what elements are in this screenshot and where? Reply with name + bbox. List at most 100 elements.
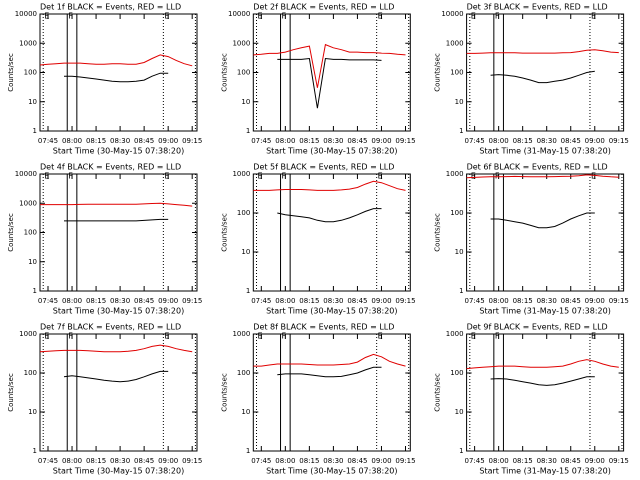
x-tick-label: 07:45: [251, 457, 271, 465]
panel: Det 9f BLACK = Events, RED = LLD Start Ti…: [434, 323, 629, 476]
x-tick-label: 09:15: [395, 297, 415, 305]
y-axis-label: Counts/sec: [7, 213, 15, 252]
y-tick-label: 1000: [232, 39, 250, 47]
y-tick-label: 1000: [446, 39, 464, 47]
event-label: E: [378, 12, 383, 21]
x-tick-label: 08:00: [489, 297, 509, 305]
event-label: E: [44, 12, 49, 21]
x-tick-label: 07:45: [465, 457, 485, 465]
x-tick-label: 08:15: [299, 457, 319, 465]
x-axis-label: Start Time (30-May-15 07:38:20): [266, 467, 397, 476]
y-tick-label: 1: [459, 447, 463, 455]
series-line: [40, 202, 193, 207]
x-axis-label: Start Time (31-May-15 07:38:20): [479, 147, 610, 156]
chart-title: Det 3f BLACK = Events, RED = LLD: [467, 3, 608, 12]
chart-title: Det 4f BLACK = Events, RED = LLD: [40, 163, 181, 172]
panel: Det 8f BLACK = Events, RED = LLD Start Ti…: [220, 323, 415, 476]
y-tick-label: 1000: [446, 330, 464, 338]
y-tick-label: 100: [450, 69, 463, 77]
y-tick-label: 10: [241, 248, 250, 256]
series-line: [253, 43, 406, 88]
y-tick-label: 100: [237, 69, 250, 77]
series-line: [490, 212, 595, 229]
x-tick-label: 08:30: [323, 137, 343, 145]
y-tick-label: 100: [24, 69, 37, 77]
x-tick-label: 08:15: [513, 137, 533, 145]
x-tick-label: 08:30: [323, 457, 343, 465]
event-label: F: [495, 172, 500, 181]
x-tick-label: 09:15: [609, 457, 629, 465]
y-tick-label: 10000: [228, 10, 250, 18]
y-tick-label: 100: [24, 369, 37, 377]
event-label: E: [164, 172, 169, 181]
y-tick-label: 10: [455, 248, 464, 256]
y-tick-label: 100: [24, 229, 37, 237]
x-axis-label: Start Time (30-May-15 07:38:20): [266, 147, 397, 156]
y-tick-label: 1: [246, 447, 250, 455]
x-tick-label: 07:45: [251, 297, 271, 305]
series-line: [466, 174, 619, 179]
panel: Det 1f BLACK = Events, RED = LLD Start Ti…: [7, 3, 202, 156]
x-tick-label: 08:00: [489, 457, 509, 465]
x-axis-label: Start Time (31-May-15 07:38:20): [479, 307, 610, 316]
plot-frame: [252, 13, 411, 132]
event-label: F: [495, 12, 500, 21]
event-label: F: [68, 172, 73, 181]
series-line: [466, 359, 619, 370]
series-line: [277, 366, 382, 378]
x-tick-label: 08:15: [513, 297, 533, 305]
x-tick-label: 09:00: [371, 137, 391, 145]
y-tick-label: 1: [246, 287, 250, 295]
y-tick-label: 10: [241, 408, 250, 416]
event-label: E: [258, 332, 263, 341]
x-axis-label: Start Time (30-May-15 07:38:20): [53, 147, 184, 156]
plot-frame: [466, 173, 625, 292]
y-tick-label: 10: [241, 98, 250, 106]
y-tick-label: 10000: [441, 10, 463, 18]
x-tick-label: 08:30: [110, 137, 130, 145]
y-tick-label: 10: [455, 408, 464, 416]
y-tick-label: 1: [33, 287, 37, 295]
y-tick-label: 100: [237, 209, 250, 217]
x-axis-label: Start Time (30-May-15 07:38:20): [266, 307, 397, 316]
x-axis-label: Start Time (30-May-15 07:38:20): [53, 307, 184, 316]
series-line: [490, 70, 595, 84]
series-line: [63, 370, 169, 383]
x-tick-label: 08:45: [134, 457, 154, 465]
x-tick-label: 08:45: [347, 297, 367, 305]
x-tick-label: 09:00: [585, 297, 605, 305]
event-label: E: [591, 12, 596, 21]
x-tick-label: 09:00: [371, 297, 391, 305]
x-tick-label: 09:00: [585, 137, 605, 145]
x-tick-label: 09:00: [158, 137, 178, 145]
y-tick-label: 10000: [15, 170, 37, 178]
event-label: E: [471, 332, 476, 341]
event-label: F: [282, 332, 287, 341]
x-tick-label: 08:45: [347, 137, 367, 145]
event-label: F: [68, 12, 73, 21]
plot-frame: [39, 333, 198, 452]
series-line: [64, 218, 169, 222]
plot-frame: [39, 13, 198, 132]
event-label: E: [44, 332, 49, 341]
chart-title: Det 6f BLACK = Events, RED = LLD: [467, 163, 608, 172]
x-axis-label: Start Time (31-May-15 07:38:20): [479, 467, 610, 476]
x-tick-label: 08:45: [561, 137, 581, 145]
event-label: F: [282, 12, 287, 21]
y-tick-label: 100: [450, 369, 463, 377]
series-line: [277, 57, 382, 109]
plot-frame: [39, 173, 198, 292]
y-tick-label: 1: [33, 447, 37, 455]
event-label: E: [378, 172, 383, 181]
series-line: [466, 49, 619, 54]
y-axis-label: Counts/sec: [220, 213, 228, 252]
y-tick-label: 10: [455, 98, 464, 106]
x-axis-label: Start Time (30-May-15 07:38:20): [53, 467, 184, 476]
event-label: E: [258, 12, 263, 21]
y-tick-label: 1000: [19, 199, 37, 207]
x-tick-label: 08:00: [275, 297, 295, 305]
panel: Det 2f BLACK = Events, RED = LLD Start Ti…: [220, 3, 415, 156]
y-tick-label: 10: [28, 98, 37, 106]
x-tick-label: 08:30: [537, 297, 557, 305]
